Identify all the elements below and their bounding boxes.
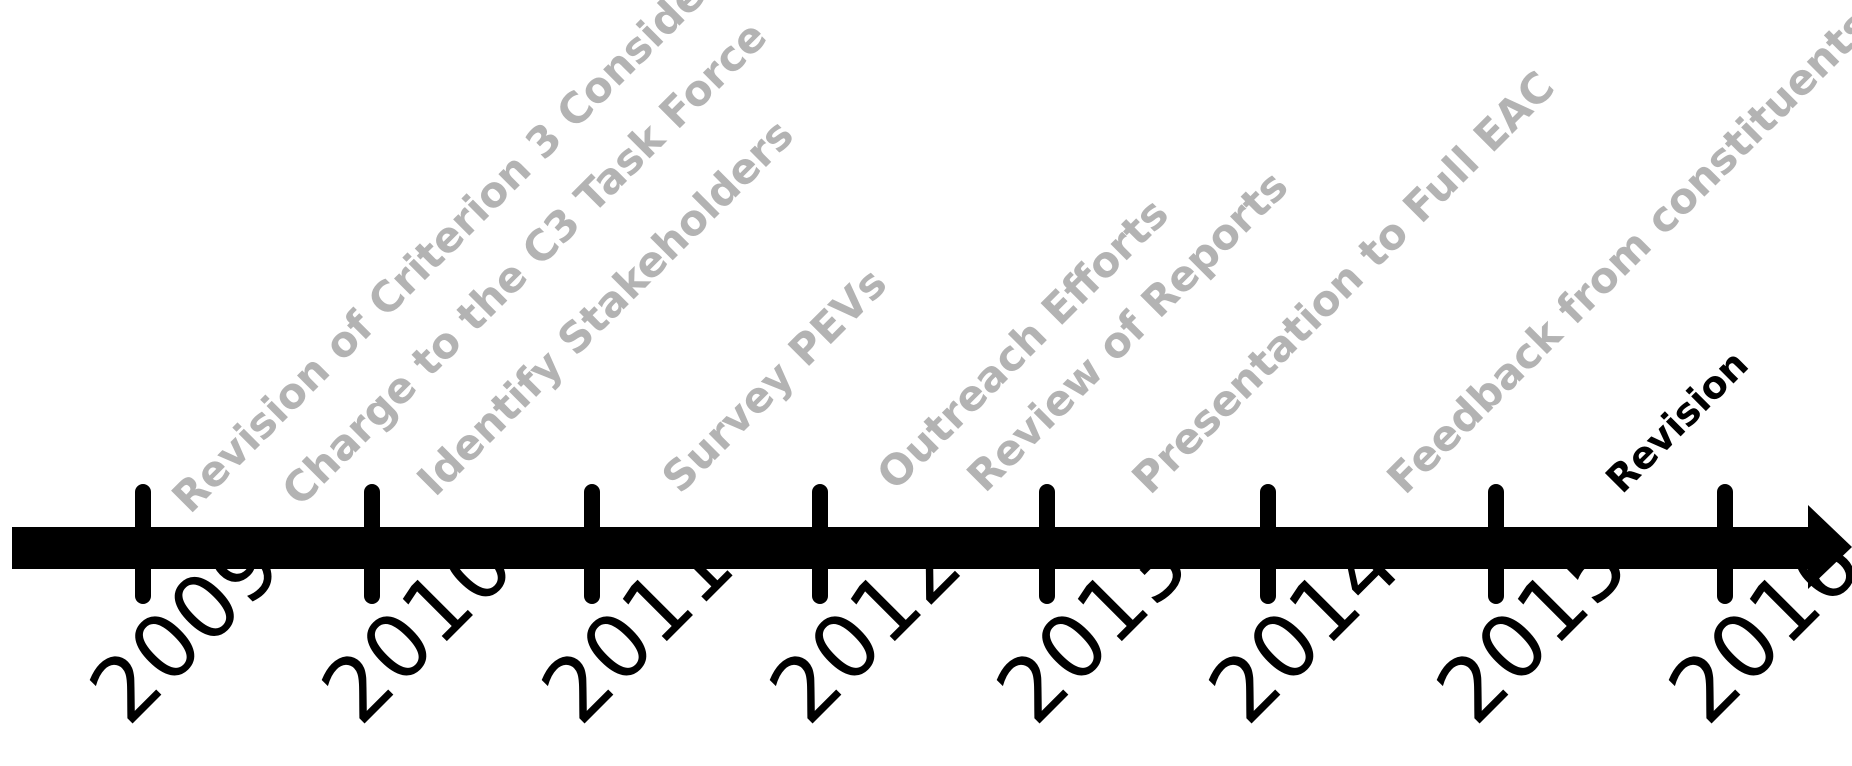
event-label-9: Revision (1597, 342, 1757, 502)
event-label-4: Survey PEVs (652, 258, 896, 502)
event-labels: Revision of Criterion 3 ConsideredCharge… (162, 0, 1852, 522)
timeline-axis (12, 505, 1852, 589)
timeline-arrow-shaft (12, 527, 1812, 569)
year-ticks (135, 484, 1733, 604)
event-label-8: Feedback from constituents (1377, 0, 1852, 503)
timeline-arrow-head (1808, 505, 1852, 589)
